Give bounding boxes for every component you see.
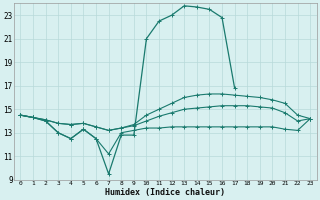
X-axis label: Humidex (Indice chaleur): Humidex (Indice chaleur) — [105, 188, 225, 197]
